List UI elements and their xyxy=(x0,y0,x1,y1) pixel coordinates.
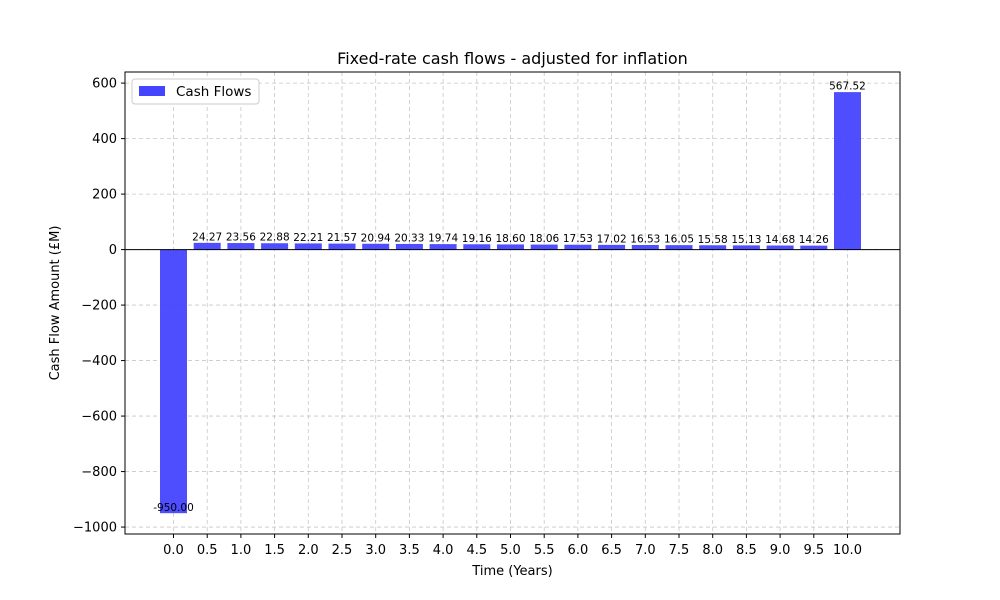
bar-value-label: 18.60 xyxy=(495,233,525,245)
y-tick-label: −800 xyxy=(81,465,117,480)
x-tick-label: 9.5 xyxy=(803,543,824,558)
y-tick-label: 400 xyxy=(92,132,117,147)
bar xyxy=(294,243,322,250)
y-tick-label: −600 xyxy=(81,410,117,425)
x-tick-label: 9.0 xyxy=(770,543,791,558)
bar xyxy=(328,243,356,250)
bar-value-label: 15.58 xyxy=(698,234,728,246)
x-tick-label: 1.5 xyxy=(264,543,285,558)
y-tick-label: −1000 xyxy=(73,521,117,536)
bar-value-label: 20.94 xyxy=(361,232,391,244)
y-tick-label: 200 xyxy=(92,188,117,203)
grid xyxy=(125,72,900,534)
y-tick-label: 600 xyxy=(92,77,117,92)
bar-value-label: 17.02 xyxy=(597,233,627,245)
bar xyxy=(261,243,289,250)
legend: Cash Flows xyxy=(131,78,260,105)
bar xyxy=(530,244,558,250)
bar xyxy=(160,249,187,514)
x-tick-label: 6.5 xyxy=(601,543,622,558)
bar xyxy=(598,244,626,250)
x-tick-label: 8.5 xyxy=(736,543,757,558)
y-tick-label: −400 xyxy=(81,354,117,369)
bar-value-label: 16.53 xyxy=(630,233,660,245)
bar xyxy=(429,244,457,250)
bars xyxy=(160,92,861,514)
bar xyxy=(732,245,760,250)
bar-value-label: 567.52 xyxy=(829,81,866,93)
legend-box xyxy=(131,78,260,105)
bar-value-label: 17.53 xyxy=(563,233,593,245)
x-tick-label: 10.0 xyxy=(833,543,862,558)
bar xyxy=(497,244,524,250)
bar xyxy=(665,245,693,250)
x-axis-title: Time (Years) xyxy=(471,564,552,579)
bar-value-label: -950.00 xyxy=(153,502,194,514)
bar-value-label: 22.88 xyxy=(260,232,290,244)
bar xyxy=(362,243,390,250)
x-tick-label: 5.0 xyxy=(500,543,521,558)
bar xyxy=(800,245,828,250)
data-labels: -950.00 24.27 23.56 22.88 22.21 21.57 20.94 20.… xyxy=(153,81,866,515)
bar xyxy=(766,245,794,250)
bar xyxy=(227,243,255,250)
bar xyxy=(193,242,221,250)
y-tick-label: −200 xyxy=(81,299,117,314)
x-tick-label: 7.5 xyxy=(669,543,690,558)
plot-frame xyxy=(124,71,901,535)
x-tick-label: 4.5 xyxy=(466,543,487,558)
x-tick-label: 0.0 xyxy=(163,543,184,558)
y-axis-title: Cash Flow Amount (£M) xyxy=(48,226,63,381)
bar xyxy=(564,244,592,250)
bar-value-label: 14.26 xyxy=(799,234,829,246)
bar-value-label: 23.56 xyxy=(226,232,256,244)
chart-title: Fixed-rate cash flows - adjusted for inf… xyxy=(337,49,688,68)
bar xyxy=(395,243,423,250)
x-tick-label: 6.0 xyxy=(568,543,589,558)
x-tick-label: 4.0 xyxy=(433,543,454,558)
legend-label: Cash Flows xyxy=(176,84,251,100)
bar-value-label: 20.33 xyxy=(394,232,424,244)
x-tick-label: 2.5 xyxy=(332,543,353,558)
x-tick-label: 1.0 xyxy=(231,543,252,558)
bar-value-label: 16.05 xyxy=(664,234,694,246)
x-tick-label: 3.5 xyxy=(399,543,420,558)
bar-value-label: 19.16 xyxy=(462,233,492,245)
x-tick-label: 3.0 xyxy=(365,543,386,558)
x-axis-ticks: 0.0 0.5 1.0 1.5 2.0 2.5 3.0 3.5 4.0 4.5 5.0 5.5 6.0 6… xyxy=(163,534,862,558)
x-tick-label: 5.5 xyxy=(534,543,555,558)
x-tick-label: 8.0 xyxy=(702,543,723,558)
bar-value-label: 15.13 xyxy=(731,234,761,246)
bar-value-label: 18.06 xyxy=(529,233,559,245)
bar xyxy=(834,92,861,250)
y-tick-label: 0 xyxy=(109,243,117,258)
y-axis-ticks: 600 400 200 0 −200 −400 −600 −800 −1000 xyxy=(73,77,125,536)
bar-value-label: 14.68 xyxy=(765,234,795,246)
bar-value-label: 21.57 xyxy=(327,232,357,244)
bar-value-label: 22.21 xyxy=(293,232,323,244)
bar-value-label: 19.74 xyxy=(428,233,458,245)
bar-value-label: 24.27 xyxy=(192,231,222,243)
x-tick-label: 2.0 xyxy=(298,543,319,558)
bar xyxy=(631,244,659,250)
bar xyxy=(699,245,727,250)
legend-swatch xyxy=(139,86,165,96)
x-tick-label: 0.5 xyxy=(197,543,218,558)
bar xyxy=(463,244,491,250)
x-tick-label: 7.0 xyxy=(635,543,656,558)
